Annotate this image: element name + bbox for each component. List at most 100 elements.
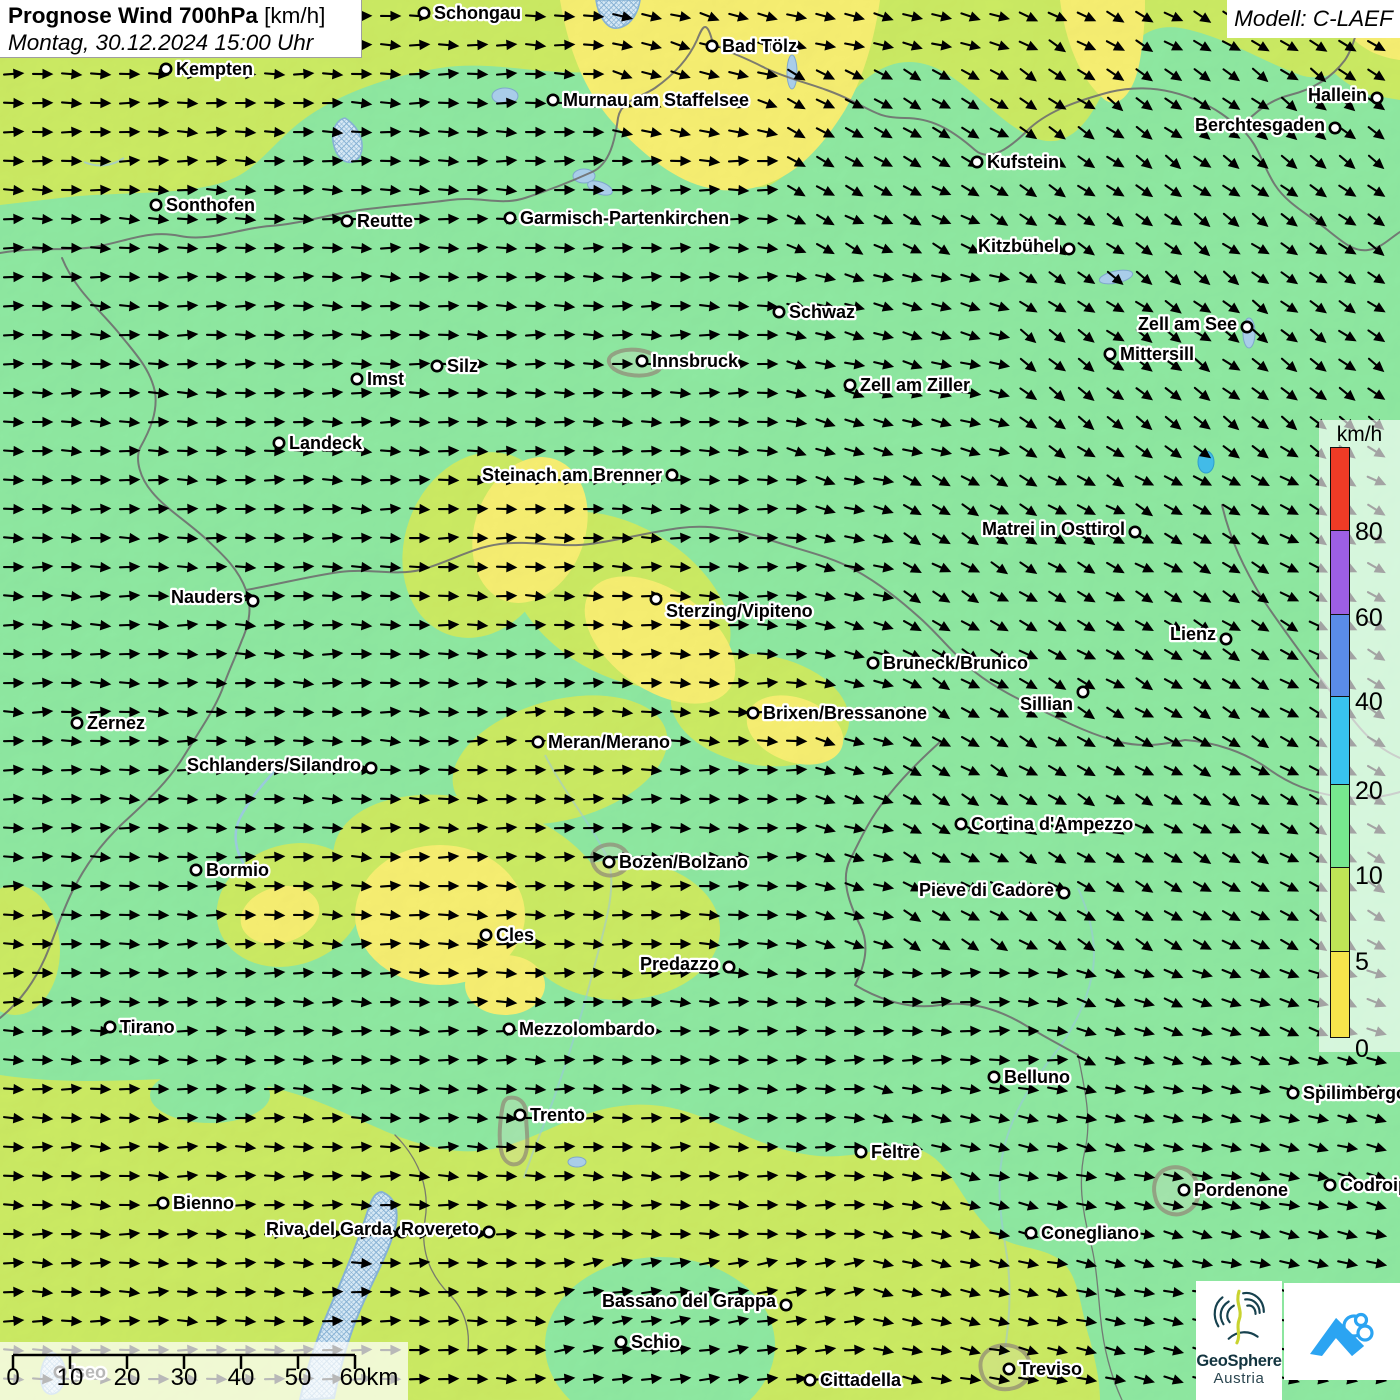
city: Murnau am Staffelsee [546,88,751,112]
city-marker [843,378,857,392]
city-label: Sonthofen [166,195,255,215]
city: Kitzbühel [976,234,1076,258]
legend-tick-label: 20 [1355,776,1383,805]
city-marker [602,855,616,869]
city: Cittadella [803,1368,904,1392]
city-label: Zernez [87,713,145,733]
city-marker [987,1070,1001,1084]
city-label: Sterzing/Vipiteno [666,601,813,621]
city: Brixen/Bressanone [746,701,929,725]
city-label: Mittersill [1120,344,1194,364]
city-marker [746,706,760,720]
city-label: Schongau [434,3,521,23]
city-label: Sillian [1020,694,1073,714]
city-label: Cles [496,925,534,945]
city: Meran/Merano [531,730,672,754]
city: Innsbruck [635,349,741,373]
city: Conegliano [1024,1221,1141,1245]
city-label: Cittadella [820,1370,902,1390]
scale-label: 40 [227,1364,255,1391]
city-marker [503,211,517,225]
city-label: Schwaz [789,302,855,322]
city-marker [1370,91,1384,105]
city: Rovereto [399,1217,496,1241]
model-label-box: Modell: C-LAEF [1227,0,1400,38]
city-marker [513,1108,527,1122]
city: Lienz [1168,622,1233,646]
city-label: Spilimbergo [1303,1083,1400,1103]
city: Tirano [103,1015,177,1039]
city-label: Landeck [289,433,363,453]
city: Sonthofen [149,193,257,217]
legend-segment [1330,951,1350,1039]
city: Bassano del Grappa [600,1289,793,1313]
city: Zell am See [1136,312,1254,336]
legend-segment [1330,447,1350,532]
city-marker [970,155,984,169]
city-marker [189,863,203,877]
scale-label: 60km [339,1364,399,1391]
city-label: Garmisch-Partenkirchen [520,208,729,228]
city-label: Lienz [1170,624,1216,644]
legend-segment [1330,866,1350,953]
legend-color-bar [1330,447,1350,1039]
city-label: Matrei in Osttirol [982,519,1125,539]
city: Codroipo [1323,1173,1400,1197]
city-marker [364,761,378,775]
city-marker [1219,632,1233,646]
city: Spilimbergo [1286,1081,1400,1105]
city-marker [866,656,880,670]
city: Riva del Garda [264,1217,409,1241]
legend-segment [1330,613,1350,698]
city-marker [1057,886,1071,900]
city: Schlanders/Silandro [185,753,378,777]
legend-tick-label: 60 [1355,603,1383,632]
city-marker [417,6,431,20]
city-label: Berchtesgaden [1195,115,1325,135]
city-marker [1177,1183,1191,1197]
city-marker [1024,1226,1038,1240]
city-marker [1286,1086,1300,1100]
city: Cortina d'Ampezzo [954,812,1136,836]
city-marker [272,436,286,450]
city-label: Bormio [206,860,269,880]
city: Treviso [1002,1357,1084,1381]
city-marker [954,817,968,831]
city-label: Schio [631,1332,680,1352]
city-marker [772,305,786,319]
city-marker [156,1196,170,1210]
city-marker [649,592,663,606]
title-unit: [km/h] [257,3,326,28]
city-marker [614,1335,628,1349]
city-label: Zell am Ziller [860,375,970,395]
city-marker [1002,1362,1016,1376]
city: Landeck [272,431,365,455]
city-label: Murnau am Staffelsee [563,90,749,110]
city: Nauders [169,585,260,609]
city-label: Feltre [871,1142,920,1162]
city-marker [479,928,493,942]
city-label: Brixen/Bressanone [763,703,927,723]
city-marker [1323,1178,1337,1192]
city: Zernez [70,711,147,735]
city: Imst [350,367,406,391]
city: Belluno [987,1065,1072,1089]
scale-bar-ticks [11,1353,357,1369]
map-subtitle: Montag, 30.12.2024 15:00 Uhr [8,30,314,55]
city-marker [531,735,545,749]
city-label: Pordenone [1194,1180,1288,1200]
city-marker [546,93,560,107]
city-label: Meran/Merano [548,732,670,752]
city: Schwaz [772,300,857,324]
city: Bozen/Bolzano [602,850,750,874]
mountain-cloud-logo [1284,1283,1400,1380]
city-label: Codroipo [1340,1175,1400,1195]
city-label: Kufstein [987,152,1059,172]
city-label: Bruneck/Brunico [883,653,1028,673]
geosphere-contour-icon [1213,1289,1265,1345]
legend-segment [1330,529,1350,616]
mountain-cloud-icon [1310,1312,1374,1356]
